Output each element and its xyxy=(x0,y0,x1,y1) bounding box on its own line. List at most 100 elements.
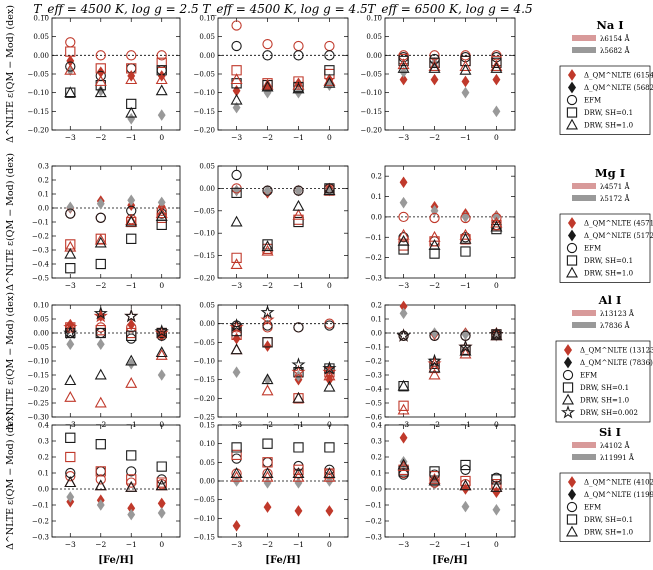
x-tick-label: 0 xyxy=(494,540,499,549)
y-tick-label: −0.2 xyxy=(365,358,382,366)
data-point-diamond xyxy=(66,491,75,503)
legend-line-swatch xyxy=(572,322,596,328)
legend-marker-triangle xyxy=(566,118,578,130)
legend-marker-triangle xyxy=(566,266,578,278)
y-tick-label: 0.05 xyxy=(33,33,49,41)
data-point-circle xyxy=(231,40,242,52)
y-tick-label: 0.3 xyxy=(371,438,382,446)
data-point-square xyxy=(231,65,242,76)
data-point-triangle xyxy=(125,73,138,85)
data-point-star xyxy=(229,319,244,334)
y-tick-label: −0.15 xyxy=(361,108,382,116)
y-tick-label: −0.2 xyxy=(32,518,49,526)
data-point-circle xyxy=(156,50,167,61)
column-title-2: T_eff = 4500 K, log g = 4.5 xyxy=(202,2,367,16)
y-tick-label: 0.05 xyxy=(199,459,215,467)
y-tick-label: −0.3 xyxy=(365,534,382,542)
data-point-square xyxy=(460,234,471,245)
data-point-diamond xyxy=(157,369,166,381)
y-tick-label: −0.15 xyxy=(28,108,49,116)
data-point-triangle xyxy=(125,480,138,492)
panel-r2-c2: 0.05 0.00 −0.05 −0.10 −0.15 −0.20 −3 −2 −1 0 xyxy=(194,163,349,290)
data-point-triangle xyxy=(125,215,138,227)
data-point-square xyxy=(324,468,335,479)
x-tick-label: −2 xyxy=(429,281,440,290)
data-point-square xyxy=(491,474,502,485)
data-point-triangle xyxy=(230,93,243,105)
y-tick-label: 0.2 xyxy=(38,454,49,462)
data-point-square xyxy=(65,327,76,339)
data-point-triangle xyxy=(459,228,472,240)
data-point-triangle xyxy=(125,376,138,388)
data-point-diamond xyxy=(232,520,241,532)
data-point-star xyxy=(427,356,442,370)
x-tick-label: −2 xyxy=(262,420,273,429)
data-point-square xyxy=(231,442,242,453)
data-point-triangle xyxy=(125,354,138,366)
y-tick-label: −0.05 xyxy=(28,71,49,79)
data-point-triangle xyxy=(261,80,274,92)
data-point-triangle xyxy=(155,84,168,96)
x-tick-label: −2 xyxy=(95,540,106,549)
data-point-triangle xyxy=(397,379,410,391)
data-point-triangle xyxy=(230,215,243,227)
legend-marker-label: Δ_QM^NLTE (4571) xyxy=(584,220,653,228)
data-point-circle xyxy=(126,333,137,344)
data-point-triangle xyxy=(292,208,305,220)
data-point-square xyxy=(95,439,106,450)
legend-line-swatch xyxy=(572,442,596,448)
data-point-square xyxy=(491,479,502,490)
data-point-star xyxy=(93,308,108,323)
data-point-triangle xyxy=(323,380,336,392)
legend-marker-circle xyxy=(566,94,578,106)
y-tick-label: 0.05 xyxy=(33,316,49,324)
data-point-square xyxy=(231,78,242,89)
data-point-diamond xyxy=(399,196,408,209)
data-point-square xyxy=(126,98,137,110)
data-point-triangle xyxy=(459,60,472,71)
data-point-diamond xyxy=(461,86,470,99)
legend-si-i: Si I λ4102 Å λ11991 Å Δ_QM^NLTE (4102) Δ_QM^… xyxy=(559,425,653,542)
legend-marker-star xyxy=(560,405,576,419)
x-tick-label: 0 xyxy=(327,133,332,142)
panel-r4-c3: 0.4 0.3 0.2 0.1 0.0 −0.1 −0.2 −0.3 −3 −2 −1 0 xyxy=(365,422,516,549)
data-point-square xyxy=(429,362,440,374)
legend-marker-label: Δ_QM^NLTE (13123) xyxy=(580,347,653,355)
legends: Na I λ6154 Å λ5682 Å Δ_QM^NLTE (6154) Δ_QM^N… xyxy=(555,18,653,542)
data-point-diamond xyxy=(399,432,408,444)
data-point-triangle xyxy=(323,470,336,482)
data-point-circle xyxy=(262,320,273,331)
panel-frame xyxy=(384,424,516,538)
data-point-square xyxy=(156,477,167,488)
data-point-square xyxy=(460,459,471,471)
data-point-triangle xyxy=(490,480,503,492)
data-point-square xyxy=(65,46,76,57)
legend-line-swatch xyxy=(572,35,596,41)
data-point-triangle xyxy=(397,234,410,246)
y-tick-label: 0.00 xyxy=(199,185,215,193)
data-point-triangle xyxy=(64,86,77,98)
x-tick-label: −2 xyxy=(262,540,273,549)
y-tick-label: 0.00 xyxy=(199,52,215,60)
y-tick-label: −0.15 xyxy=(28,372,49,380)
data-point-triangle xyxy=(428,61,441,73)
data-point-triangle xyxy=(94,75,107,86)
data-point-circle xyxy=(293,50,304,61)
legend-marker-label: DRW, SH=0.1 xyxy=(584,516,633,524)
data-point-circle xyxy=(126,50,137,61)
data-point-triangle xyxy=(155,209,168,221)
data-point-square xyxy=(156,219,167,230)
panel-r4-c1: 0.4 0.3 0.2 0.1 0.0 −0.1 −0.2 −0.3 −3 −2 −1 0 xyxy=(32,422,181,549)
data-point-square xyxy=(95,327,106,339)
data-point-triangle xyxy=(459,347,472,359)
x-tick-label: −2 xyxy=(95,133,106,142)
x-tick-label: −3 xyxy=(231,281,242,290)
y-tick-label: −0.05 xyxy=(28,344,49,352)
data-point-square xyxy=(429,466,440,477)
data-point-triangle xyxy=(261,384,274,396)
x-tick-label: −1 xyxy=(293,133,304,142)
data-point-diamond xyxy=(232,101,241,114)
y-tick-label: 0.2 xyxy=(371,302,382,310)
data-point-star xyxy=(291,357,306,371)
legend-marker-label: DRW, SH=0.1 xyxy=(584,109,633,117)
